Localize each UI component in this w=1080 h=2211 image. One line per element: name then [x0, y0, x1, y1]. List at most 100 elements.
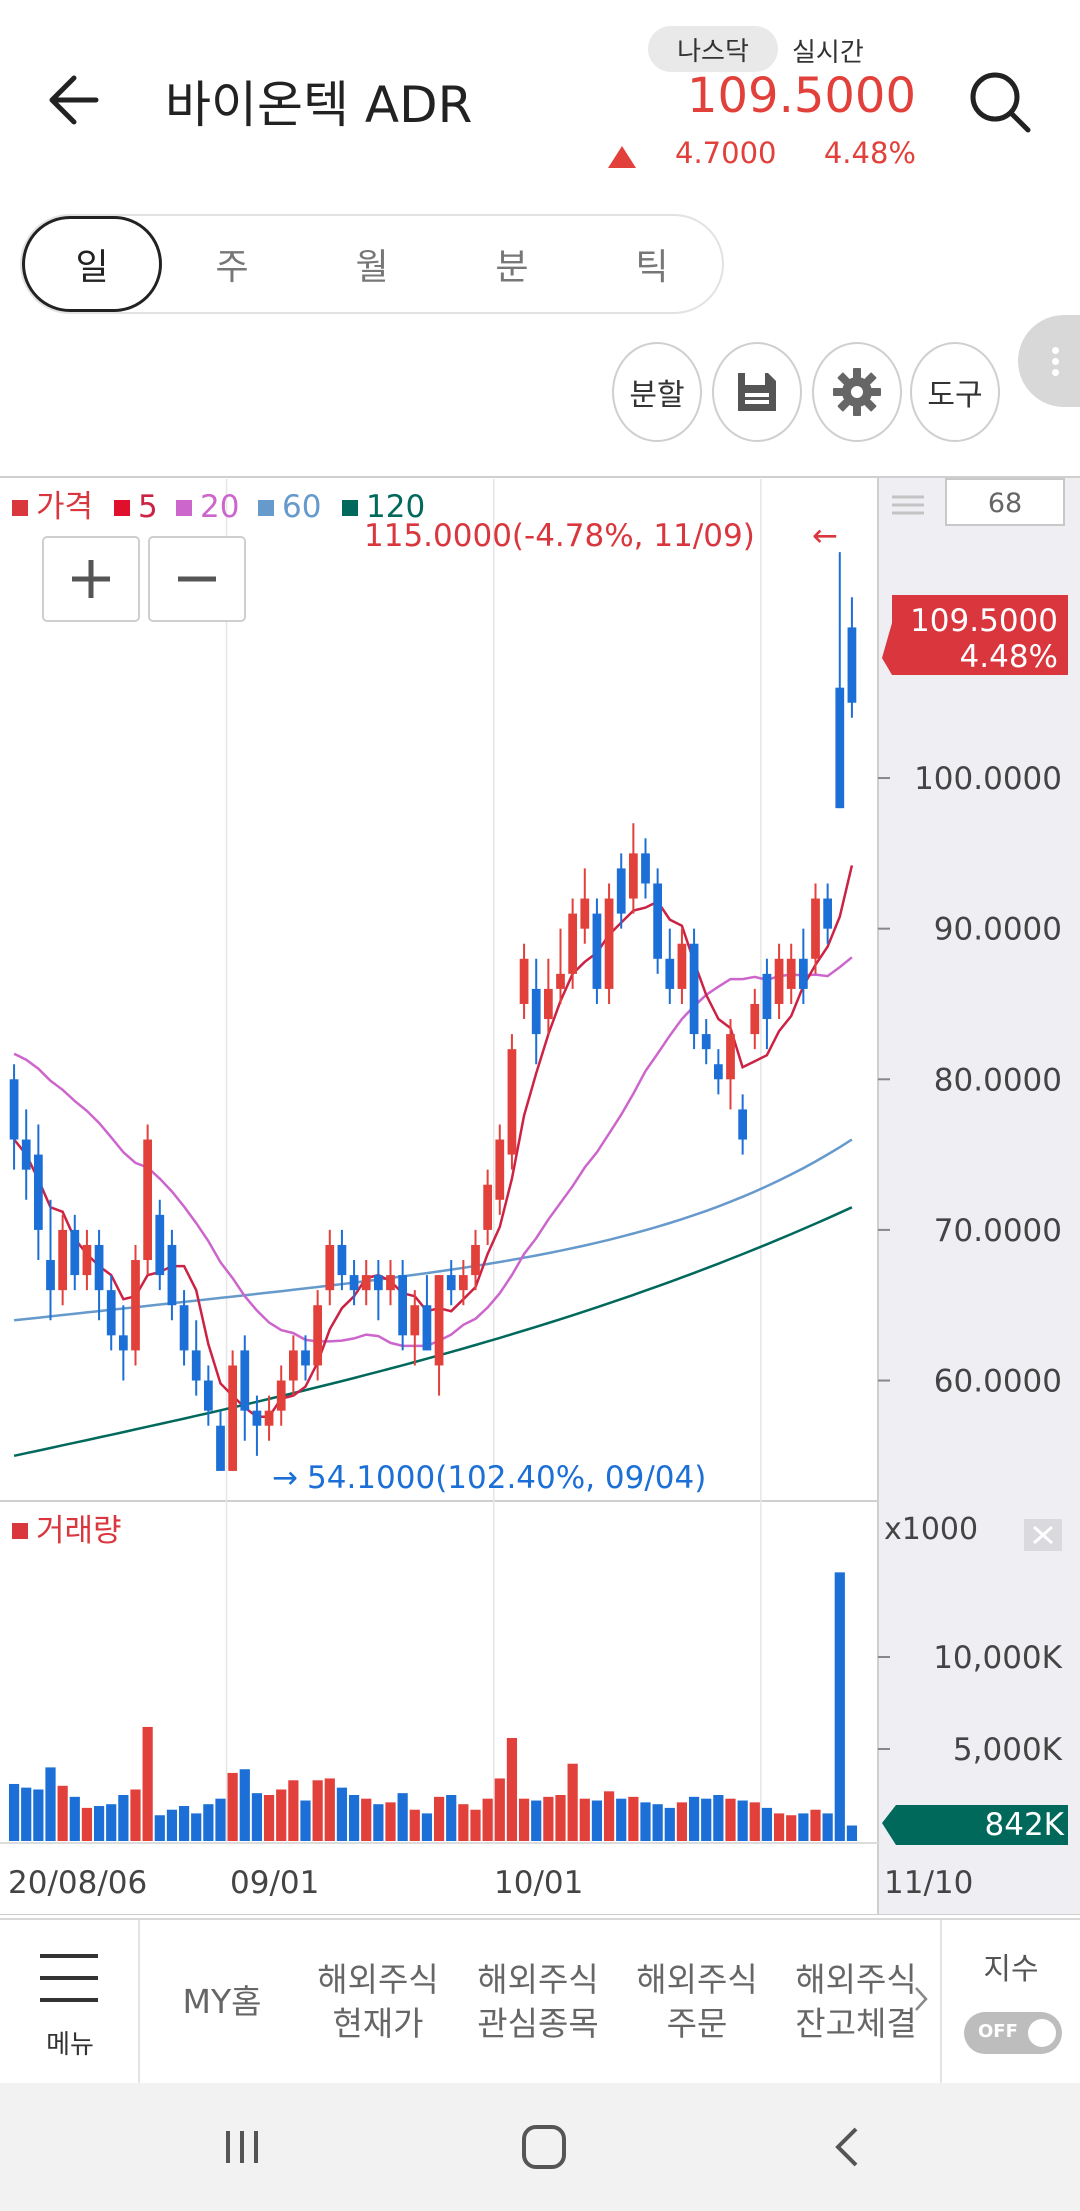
candle: [471, 1244, 480, 1276]
candle: [70, 1229, 80, 1276]
volume-bar: [336, 1787, 348, 1841]
index-toggle-state: OFF: [978, 2021, 1018, 2042]
candle: [191, 1350, 201, 1381]
visible-count: 68: [988, 488, 1022, 519]
volume-bars: [8, 1572, 858, 1841]
index-toggle-area: 지수 OFF: [940, 1920, 1080, 2083]
tab-tick[interactable]: 틱: [635, 247, 669, 288]
volume-bar: [300, 1800, 311, 1841]
volume-bar: [628, 1796, 639, 1841]
candle: [410, 1305, 420, 1336]
hamburger-icon: [40, 1954, 98, 1958]
menu-button[interactable]: 메뉴: [0, 1920, 140, 2083]
volume-bar: [45, 1767, 56, 1841]
nav-overseas-balance[interactable]: 해외주식 잔고체결: [795, 1959, 917, 2043]
header: 바이온텍 ADR 나스닥 실시간 109.5000 4.7000 4.48%: [0, 0, 1080, 190]
side-panel-handle[interactable]: [1018, 315, 1080, 407]
candle: [507, 1049, 517, 1155]
back-icon[interactable]: [818, 2117, 878, 2177]
settings-button[interactable]: [812, 342, 902, 442]
nav-overseas-price[interactable]: 해외주식 현재가: [317, 1959, 439, 2043]
high-arrow-icon: ←: [812, 518, 838, 554]
tab-week[interactable]: 주: [215, 247, 249, 288]
chevron-right-icon[interactable]: [914, 1986, 928, 2012]
current-volume-tag: 842K: [882, 1805, 1068, 1845]
index-toggle[interactable]: OFF: [964, 2012, 1062, 2054]
tab-minute[interactable]: 분: [495, 247, 529, 288]
x-axis-label: 09/01: [230, 1865, 319, 1901]
volume-bar: [203, 1804, 214, 1841]
tab-day[interactable]: 일: [22, 216, 163, 312]
volume-bar: [713, 1795, 724, 1841]
volume-bar: [263, 1795, 275, 1841]
volume-bar: [652, 1804, 663, 1841]
candle: [301, 1350, 310, 1366]
current-price: 109.5000: [686, 68, 916, 124]
stock-chart[interactable]: 가격 5 20 60 120 115.0000(-4.78%, 11/09) ←…: [0, 475, 1080, 1915]
bottom-menu: 메뉴 MY홈 해외주식 현재가 해외주식 관심종목 해외주식 주문 해외주식 잔고체결 …: [0, 1918, 1080, 2083]
search-icon[interactable]: [964, 66, 1036, 138]
volume-bar: [251, 1793, 263, 1841]
candle: [677, 943, 687, 989]
zoom-in-button[interactable]: [42, 536, 140, 622]
candle: [118, 1335, 128, 1351]
candle: [628, 853, 638, 899]
volume-bar: [446, 1795, 457, 1841]
tab-month[interactable]: 월: [355, 247, 389, 288]
volume-bar: [822, 1813, 833, 1841]
nav-overseas-watchlist[interactable]: 해외주식 관심종목: [477, 1959, 599, 2043]
volume-bar: [518, 1798, 530, 1841]
volume-bar: [81, 1807, 93, 1841]
volume-bar: [361, 1798, 372, 1841]
legend-ma20: 20: [200, 489, 239, 525]
home-icon[interactable]: [514, 2117, 574, 2177]
volume-bar: [33, 1789, 44, 1841]
legend-ma5: 5: [138, 489, 158, 525]
back-arrow-icon[interactable]: [40, 60, 120, 140]
volume-bar: [312, 1780, 323, 1841]
candle: [641, 853, 650, 884]
legend-ma120: 120: [366, 489, 425, 525]
volume-bar: [494, 1778, 505, 1841]
candle: [398, 1275, 408, 1336]
list-lines-icon[interactable]: [892, 495, 924, 515]
volume-bar: [482, 1798, 493, 1841]
volume-tick-label: 5,000K: [953, 1732, 1063, 1768]
ma5-line: [13, 865, 854, 1418]
y-tick-label: 90.0000: [934, 912, 1062, 948]
volume-bar: [142, 1726, 153, 1841]
up-triangle-icon: [608, 146, 636, 168]
volume-bar: [397, 1793, 408, 1841]
change-amount: 4.7000: [675, 136, 777, 170]
candle: [689, 943, 699, 1035]
visible-count-box[interactable]: 68: [945, 478, 1065, 526]
volume-bar: [786, 1815, 797, 1841]
volume-bar: [166, 1809, 178, 1841]
volume-bar: [130, 1789, 141, 1841]
recent-apps-icon[interactable]: [212, 2117, 272, 2177]
close-volume-button[interactable]: [1024, 1519, 1062, 1551]
split-button[interactable]: 분할: [612, 342, 702, 442]
nav-my-home[interactable]: MY홈: [182, 1981, 262, 2021]
exchange-badge: 나스닥: [648, 26, 778, 72]
candle: [9, 1079, 19, 1140]
save-button[interactable]: [712, 342, 802, 442]
tools-button[interactable]: 도구: [910, 342, 1000, 442]
volume-bar: [154, 1815, 165, 1841]
candle: [568, 913, 578, 974]
candle: [349, 1275, 359, 1291]
candle: [580, 898, 590, 929]
y-tick-label: 100.0000: [914, 761, 1062, 797]
volume-bar: [591, 1800, 603, 1841]
volume-label: 거래량: [36, 1513, 122, 1549]
candle: [543, 988, 553, 1020]
zoom-out-button[interactable]: [148, 536, 246, 622]
nav-overseas-order[interactable]: 해외주식 주문: [636, 1959, 758, 2043]
candle: [653, 883, 663, 959]
volume-bar: [846, 1825, 858, 1841]
menu-label: 메뉴: [46, 2030, 94, 2060]
candle: [434, 1275, 444, 1366]
volume-bar: [8, 1783, 20, 1841]
volume-bar: [506, 1737, 518, 1841]
index-label: 지수: [983, 1952, 1039, 1987]
